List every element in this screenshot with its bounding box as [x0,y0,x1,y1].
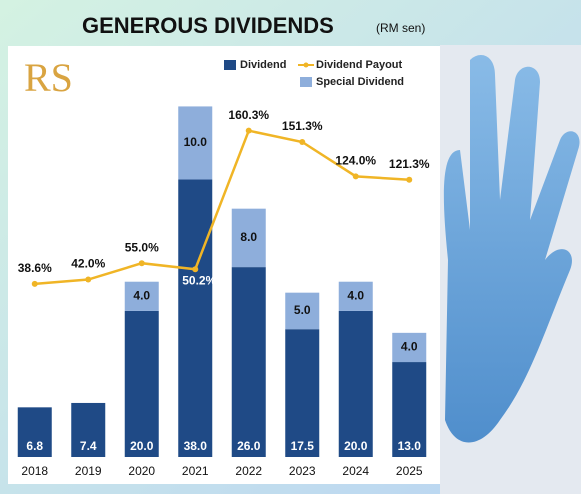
bar [178,179,213,457]
bar-value-label: 8.0 [240,230,257,244]
bar [338,281,373,311]
bar [124,281,159,311]
legend-swatch [224,60,236,70]
line-marker [85,276,92,283]
x-tick-label: 2022 [235,464,262,478]
bar [178,106,213,180]
chart-title: GENEROUS DIVIDENDS [82,13,334,38]
bar-value-label: 5.0 [294,303,311,317]
x-tick-label: 2024 [342,464,369,478]
x-tick-label: 2020 [128,464,155,478]
bar-value-label: 38.0 [184,439,208,453]
bar-value-label: 20.0 [344,439,368,453]
legend-label: Special Dividend [316,76,404,88]
legend-swatch [300,77,312,87]
bar [285,329,320,457]
bar-value-label: 6.8 [26,439,43,453]
line-value-label: 38.6% [18,261,52,275]
line [34,129,410,286]
bar [285,292,320,330]
line-value-label: 42.0% [71,257,105,271]
bar-value-label: 4.0 [347,288,364,302]
bar [392,332,427,363]
logo: RS [24,55,73,100]
line-marker [406,176,413,183]
legend-label: Dividend Payout [316,59,403,71]
line-value-label: 50.2% [182,273,216,287]
bar [231,208,266,268]
bar-value-label: 4.0 [401,340,418,354]
bar-value-label: 17.5 [291,439,315,453]
bar [392,362,427,457]
x-tick-label: 2018 [21,464,48,478]
bar-value-label: 26.0 [237,439,261,453]
line-value-label: 160.3% [228,108,269,122]
bar-value-label: 7.4 [80,439,97,453]
line-marker [192,266,199,273]
line-value-label: 151.3% [282,119,323,133]
line-value-label: 124.0% [335,154,376,168]
line-marker [352,173,359,180]
legend-marker [303,62,309,68]
line-marker [138,260,145,267]
line-marker [31,280,38,287]
legend-label: Dividend [240,59,286,71]
bar-value-label: 10.0 [184,135,208,149]
bar-value-label: 20.0 [130,439,154,453]
x-tick-label: 2023 [289,464,316,478]
line-value-label: 121.3% [389,157,430,171]
line-marker [299,139,306,146]
bar [124,310,159,457]
x-tick-label: 2019 [75,464,102,478]
line-value-label: 55.0% [125,240,159,254]
bar [71,402,106,457]
x-tick-label: 2021 [182,464,209,478]
line-marker [245,127,252,134]
bar [17,407,52,457]
bar-value-label: 13.0 [398,439,422,453]
bar-value-label: 4.0 [133,288,150,302]
glove-illustration [443,55,580,443]
bar [338,310,373,457]
bar [231,267,266,457]
chart-subtitle: (RM sen) [376,21,425,35]
x-tick-label: 2025 [396,464,423,478]
